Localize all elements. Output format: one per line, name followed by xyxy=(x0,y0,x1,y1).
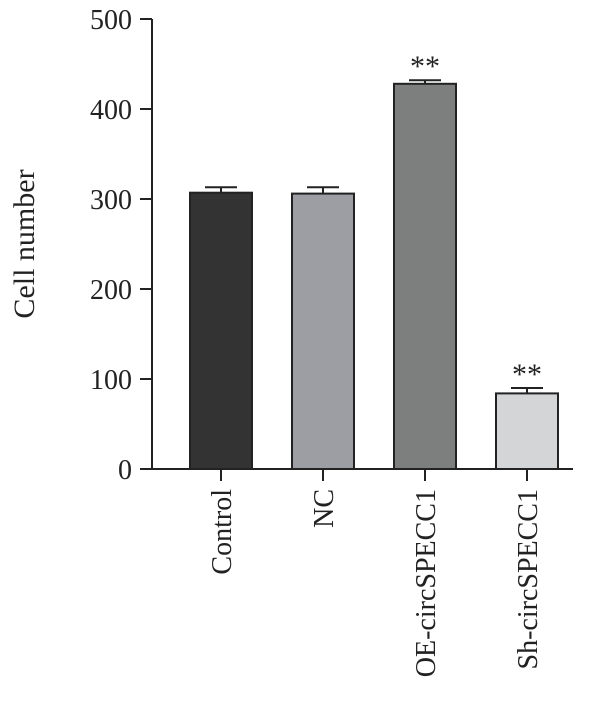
bar xyxy=(495,392,559,470)
bars xyxy=(189,82,559,471)
bar xyxy=(393,82,457,471)
y-tick-label: 500 xyxy=(90,5,132,36)
y-tick-label: 300 xyxy=(90,185,132,216)
bar xyxy=(291,192,355,470)
bar xyxy=(189,191,253,470)
y-axis-title: Cell number xyxy=(8,169,41,318)
x-tick-label: Sh-circSPECC1 xyxy=(513,489,544,669)
y-tick-label: 0 xyxy=(118,455,132,486)
significance-marks: ** ** xyxy=(410,50,542,391)
y-tick-label: 200 xyxy=(90,275,132,306)
x-tick-label: Control xyxy=(207,489,238,575)
x-tick-label: NC xyxy=(309,489,340,528)
y-ticks: 0 100 200 300 400 500 xyxy=(90,5,152,486)
x-tick-label: OE-circSPECC1 xyxy=(411,489,442,677)
y-tick-label: 400 xyxy=(90,95,132,126)
x-ticks: Control NC OE-circSPECC1 Sh-circSPECC1 xyxy=(207,469,544,677)
y-tick-label: 100 xyxy=(90,365,132,396)
error-bars xyxy=(205,79,543,394)
significance-label: ** xyxy=(410,50,440,83)
significance-label: ** xyxy=(512,358,542,391)
